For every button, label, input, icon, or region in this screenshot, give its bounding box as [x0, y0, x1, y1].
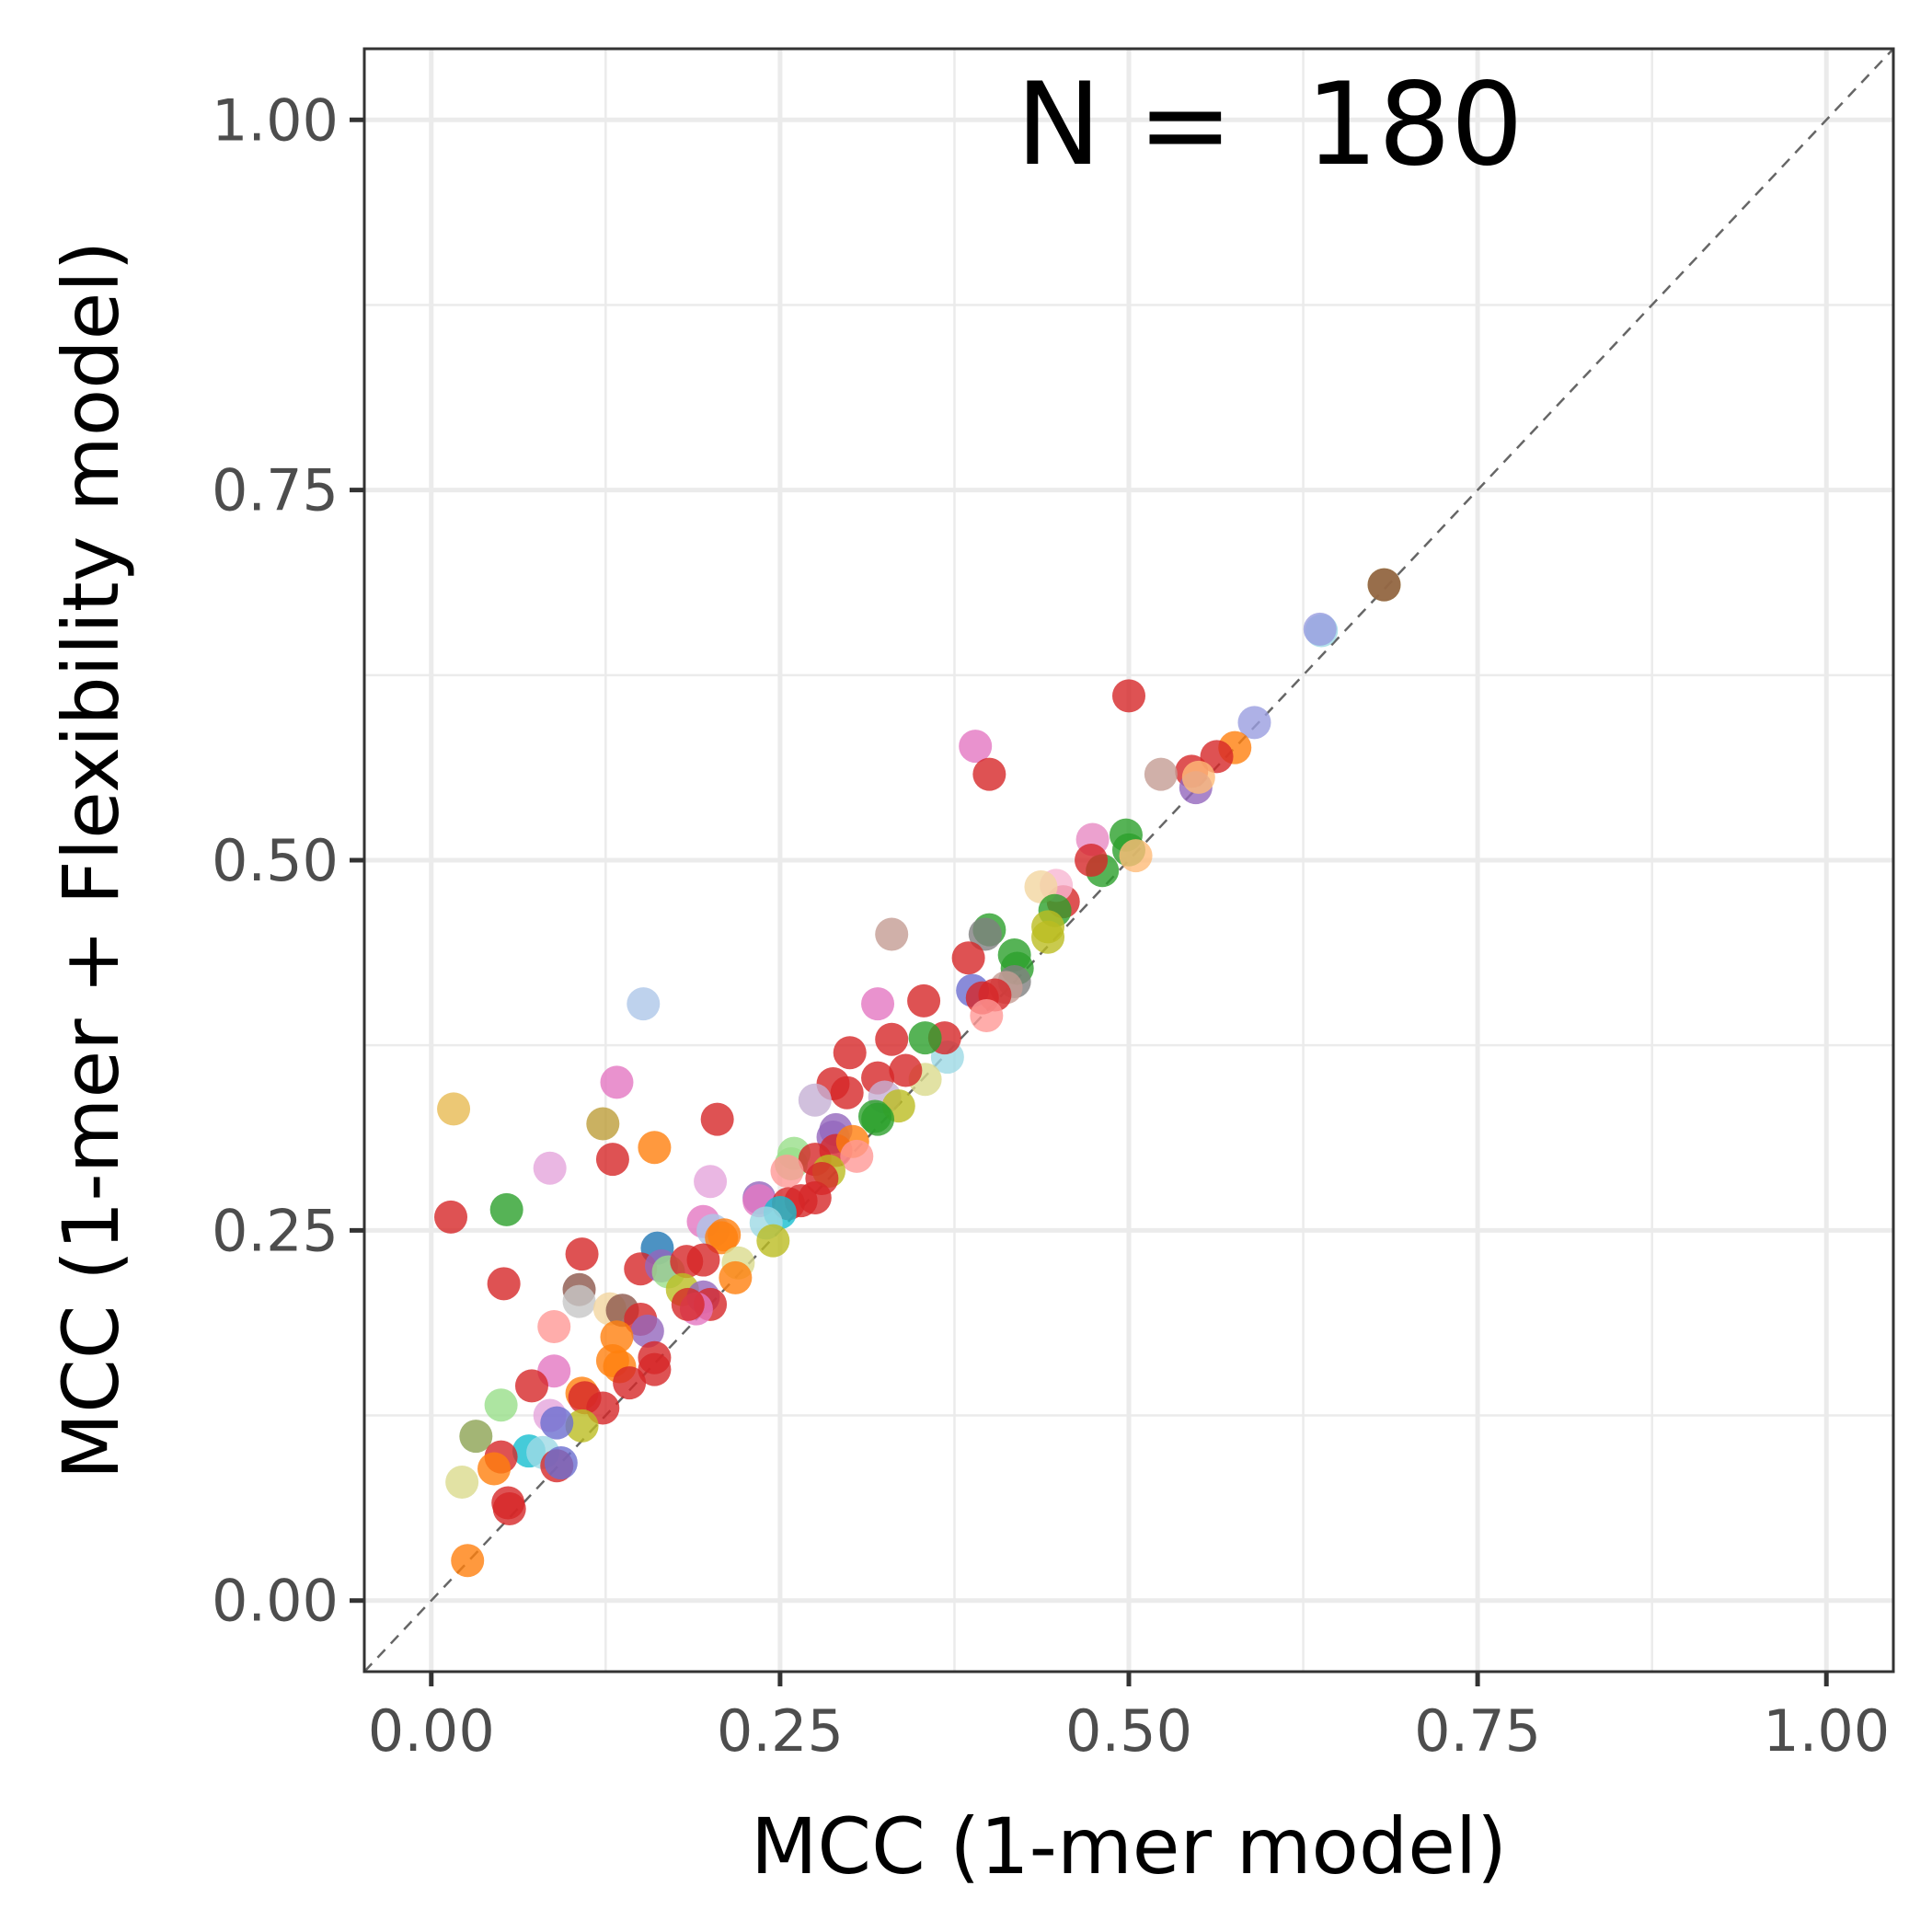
scatter-point	[970, 998, 1004, 1032]
scatter-point	[1075, 844, 1109, 877]
identity-reference-line	[363, 48, 1894, 1673]
scatter-point	[630, 1314, 664, 1348]
scatter-point	[756, 1224, 790, 1258]
scatter-point	[1144, 757, 1178, 791]
scatter-point	[492, 1491, 526, 1525]
scatter-point	[875, 1022, 909, 1056]
scatter-point	[1367, 568, 1401, 602]
scatter-point	[798, 1083, 832, 1117]
scatter-point	[627, 987, 661, 1021]
scatter-point	[1031, 920, 1065, 954]
y-tick-label: 0.00	[212, 1568, 339, 1635]
y-axis: 0.00 0.25 0.50 0.75 1.00	[212, 86, 364, 1635]
scatter-point	[565, 1409, 599, 1443]
scatter-point	[477, 1452, 512, 1486]
y-tick-label: 0.75	[212, 457, 339, 524]
scatter-point	[434, 1200, 468, 1234]
x-tick-label: 0.75	[1414, 1697, 1541, 1765]
scatter-point	[489, 1192, 523, 1226]
scatter-point	[595, 1143, 629, 1177]
x-axis-title: MCC (1-mer model)	[751, 1801, 1507, 1892]
reference-line-group	[363, 48, 1894, 1673]
scatter-point	[437, 1092, 471, 1126]
scatter-point	[1112, 679, 1145, 713]
scatter-point	[540, 1406, 574, 1440]
scatter-point	[586, 1107, 620, 1141]
x-tick-label: 0.50	[1065, 1697, 1192, 1765]
scatter-point	[533, 1151, 567, 1185]
scatter-point	[537, 1309, 571, 1343]
scatter-point	[671, 1287, 705, 1321]
scatter-point	[686, 1243, 720, 1277]
scatter-point	[959, 730, 993, 764]
scatter-point	[445, 1465, 479, 1499]
scatter-point	[484, 1388, 518, 1422]
y-tick-label: 0.50	[212, 827, 339, 894]
x-axis: 0.00 0.25 0.50 0.75 1.00	[368, 1672, 1890, 1765]
scatter-point	[1181, 760, 1215, 794]
scatter-point	[487, 1267, 521, 1301]
x-tick-label: 1.00	[1763, 1697, 1890, 1765]
x-tick-label: 0.25	[717, 1697, 844, 1765]
n-annotation: N = 180	[1016, 59, 1524, 191]
scatter-point	[968, 917, 1002, 951]
scatter-point	[700, 1102, 734, 1136]
scatter-point	[833, 1036, 867, 1070]
scatter-point	[951, 941, 985, 975]
scatter-point	[613, 1366, 647, 1400]
scatter-point	[1303, 612, 1337, 646]
scatter-point	[451, 1544, 485, 1578]
scatter-point	[889, 1053, 923, 1087]
scatter-point	[1119, 839, 1153, 873]
scatter-point	[972, 757, 1006, 791]
y-tick-label: 1.00	[212, 86, 339, 154]
scatter-point	[565, 1237, 599, 1271]
y-axis-title: MCC (1-mer + Flexibility model)	[46, 241, 136, 1480]
scatter-point	[638, 1131, 672, 1165]
y-tick-label: 0.25	[212, 1197, 339, 1264]
scatter-point	[514, 1369, 548, 1403]
scatter-points	[434, 568, 1401, 1578]
x-tick-label: 0.00	[368, 1697, 495, 1765]
scatter-point	[638, 1352, 672, 1386]
scatter-point	[707, 1218, 742, 1252]
scatter-point	[840, 1139, 874, 1173]
scatter-point	[861, 987, 895, 1021]
scatter-point	[1237, 706, 1271, 740]
scatter-point	[907, 983, 941, 1018]
scatter-point	[908, 1021, 942, 1055]
scatter-point	[562, 1284, 596, 1318]
scatter-point	[770, 1154, 804, 1188]
scatter-point	[719, 1260, 753, 1294]
scatter-point	[544, 1446, 578, 1480]
scatter-point	[459, 1420, 493, 1454]
scatter-point	[600, 1065, 634, 1099]
scatter-point	[858, 1099, 892, 1133]
scatter-point	[875, 917, 909, 951]
scatter-point	[830, 1075, 864, 1110]
scatter-point	[694, 1165, 728, 1199]
